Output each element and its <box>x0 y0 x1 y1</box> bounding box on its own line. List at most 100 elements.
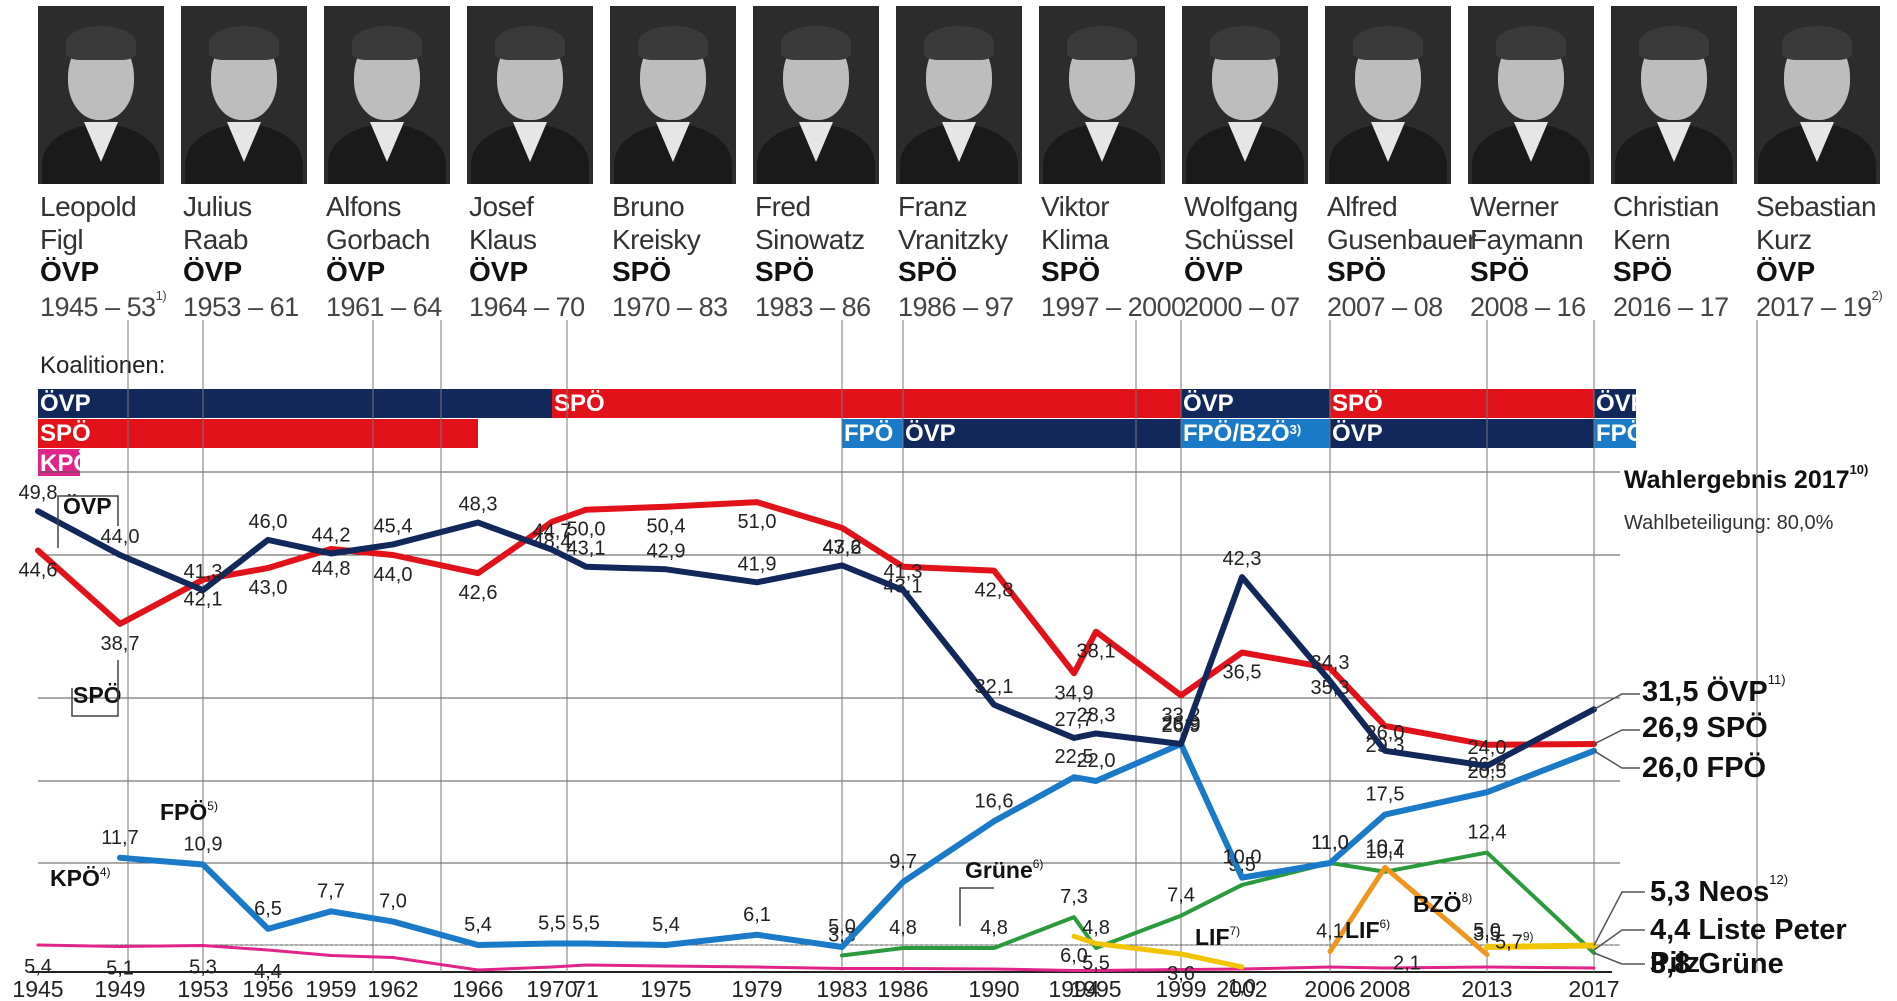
data-label: 44,6 <box>19 559 58 581</box>
party-label: LIF7) <box>1195 924 1240 950</box>
turnout-text: Wahlbeteiligung: 80,0% <box>1624 512 1834 534</box>
data-label: 41,9 <box>738 553 777 575</box>
data-label: 42,3 <box>1223 548 1262 570</box>
data-label: 26,9 <box>1162 715 1201 737</box>
series-line <box>840 850 1596 958</box>
portrait-hair <box>352 26 422 60</box>
data-label: 16,6 <box>975 790 1014 812</box>
coalition-bar <box>1330 389 1594 418</box>
result-entry: 31,5 ÖVP11) <box>1642 672 1786 708</box>
portrait-hair <box>66 26 136 60</box>
chancellor-last-name: Schüssel <box>1184 224 1294 255</box>
chancellor-first-name: Josef <box>469 191 534 222</box>
chancellor-party: ÖVP <box>1756 256 1816 287</box>
x-tick-label: 1979 <box>731 976 782 1001</box>
chancellor-party: SPÖ <box>1613 256 1673 287</box>
data-label: 10,0 <box>1223 847 1262 869</box>
portrait-hair <box>1067 26 1137 60</box>
portrait-hair <box>1353 26 1423 60</box>
portrait-hair <box>1782 26 1852 60</box>
party-label: FPÖ5) <box>160 799 218 825</box>
chancellor-years: 1953 – 61 <box>183 292 299 322</box>
x-tick-label: 1959 <box>305 976 356 1001</box>
chancellor-portrait <box>753 6 879 184</box>
data-label: 11,0 <box>1311 832 1348 854</box>
chancellor-first-name: Viktor <box>1041 191 1110 222</box>
data-label: 50,4 <box>647 516 686 538</box>
result-value: 26,9 <box>1642 712 1707 744</box>
data-label: 17,5 <box>1366 784 1405 806</box>
data-label: 1,0 <box>1228 976 1256 998</box>
data-label: 41,3 <box>184 561 223 583</box>
result-entry: 26,0 FPÖ <box>1642 752 1766 785</box>
label-bracket <box>959 887 994 926</box>
label-bracket <box>71 660 119 717</box>
data-label: 38,1 <box>1077 641 1116 663</box>
chancellor-name: Alfred Gusenbauer <box>1327 190 1477 256</box>
coalition-bar-label: ÖVP <box>905 420 956 447</box>
chancellor-party: ÖVP <box>183 256 243 287</box>
series-line <box>1071 933 1245 970</box>
series-neos: 5,0 <box>1473 920 1597 950</box>
chancellor-years: 1964 – 70 <box>469 292 585 322</box>
data-label: 5,5 <box>1082 953 1110 975</box>
chancellor-years: 2000 – 07 <box>1184 292 1300 322</box>
chancellor-first-name: Sebastian <box>1756 191 1877 222</box>
result-connector <box>1593 750 1640 769</box>
chancellor-name: Bruno Kreisky <box>612 190 701 256</box>
chancellor-portrait <box>1754 6 1880 184</box>
data-label: 11,7 <box>101 827 138 849</box>
coalition-bar-label: FPÖ/BZÖ3) <box>1183 420 1302 447</box>
chancellor-name: Franz Vranitzky <box>898 190 1008 256</box>
chancellor-last-name: Klaus <box>469 224 537 255</box>
data-label: 4,8 <box>1082 917 1110 939</box>
data-label: 44,0 <box>101 526 140 548</box>
series-spx: 44,638,742,143,044,8 44,042,648,450,0 50,4… <box>19 499 1597 776</box>
portrait-hair <box>209 26 279 60</box>
coalition-bar-label: ÖVP <box>1332 420 1383 447</box>
result-title: Wahlergebnis 201710) <box>1624 462 1869 494</box>
data-label: 6,0 <box>1060 945 1088 967</box>
result-party: SPÖ <box>1706 712 1768 744</box>
data-label: 4,1 <box>1316 921 1344 943</box>
coalition-bar <box>1594 389 1636 418</box>
data-label: 5,4 <box>464 914 492 936</box>
data-label: 10,4 <box>1366 841 1405 863</box>
chancellor-first-name: Franz <box>898 191 968 222</box>
data-label: 32,1 <box>975 676 1014 698</box>
x-tick-label: 1975 <box>640 976 691 1001</box>
data-label: 43,2 <box>823 536 862 558</box>
coalition-bar <box>552 389 1181 418</box>
x-tick-label: 2006 <box>1304 976 1355 1001</box>
x-tick-label: 1962 <box>367 976 418 1001</box>
result-entry: 3,8 Grüne <box>1650 948 1784 981</box>
result-party: Liste Peter Pilz <box>1650 914 1847 979</box>
chancellor-name: Werner Faymann <box>1470 190 1584 256</box>
data-label: 43,1 <box>567 538 606 560</box>
result-value: 5,3 <box>1650 876 1699 908</box>
data-label: 43,0 <box>249 577 288 599</box>
x-tick-label: 2002 <box>1216 976 1267 1001</box>
data-label: 43,1 <box>884 576 923 598</box>
chancellor-years: 2007 – 08 <box>1327 292 1443 322</box>
coalition-bar <box>1330 419 1594 448</box>
data-label: 44,0 <box>374 564 413 586</box>
x-tick-label: 1986 <box>877 976 928 1001</box>
data-label: 5,0 <box>828 916 856 938</box>
chancellor-name: Wolfgang Schüssel <box>1184 190 1298 256</box>
party-label: BZÖ8) <box>1413 891 1472 917</box>
result-connector <box>1593 952 1645 965</box>
coalitions-label: Koalitionen: <box>40 352 166 379</box>
chancellor-name: Alfons Gorbach <box>326 190 430 256</box>
data-label: 45,4 <box>374 515 413 537</box>
data-label: 10,7 <box>1366 836 1405 858</box>
data-label: 7,7 <box>317 880 345 902</box>
chancellor-first-name: Bruno <box>612 191 685 222</box>
x-tick-label: 1990 <box>968 976 1019 1001</box>
chancellor-portrait <box>1611 6 1737 184</box>
data-label: 5,4 <box>24 956 52 978</box>
party-label: KPÖ4) <box>50 865 111 891</box>
chancellor-party: SPÖ <box>1327 256 1387 287</box>
